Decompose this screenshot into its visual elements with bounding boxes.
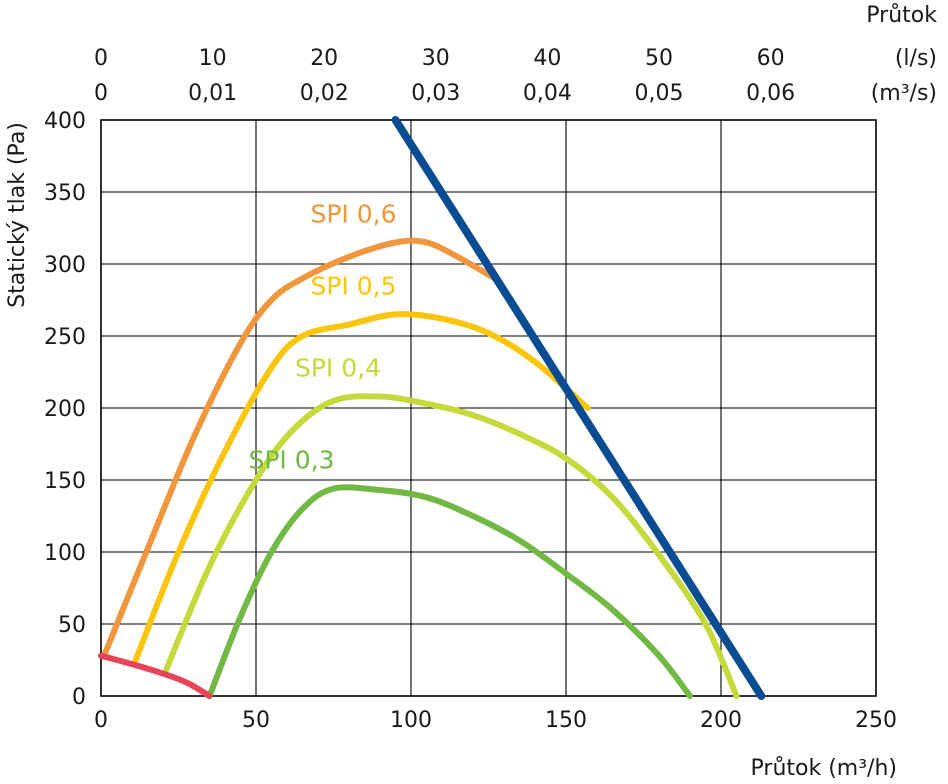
x-tick-label: 0 [94, 708, 108, 733]
x-axis-title: Průtok (m³/h) [751, 756, 897, 781]
x-tick-label: 200 [700, 708, 742, 733]
y-tick-label: 300 [44, 253, 86, 278]
y-tick-label: 0 [72, 685, 86, 710]
top-tick-label-m3s: 0,06 [746, 81, 795, 106]
series-curve-spi-0-6 [101, 237, 498, 659]
top-tick-label-m3s: 0 [94, 81, 108, 106]
grid [101, 120, 876, 696]
top-tick-label-ls: 10 [199, 46, 227, 71]
series-label: SPI 0,6 [310, 199, 396, 228]
top-tick-label-ls: 60 [757, 46, 785, 71]
top-axis-title: Průtok [866, 3, 937, 28]
top-tick-label-m3s: 0,05 [635, 81, 684, 106]
series-curve-spi-0-3 [206, 484, 693, 699]
y-tick-label: 50 [58, 613, 86, 638]
y-tick-label: 250 [44, 325, 86, 350]
top-tick-label-ls: 20 [310, 46, 338, 71]
series-curve-spi-0-5 [132, 311, 591, 665]
y-tick-label: 100 [44, 541, 86, 566]
top-tick-label-ls: 0 [94, 46, 108, 71]
top-unit-m3s: (m³/s) [871, 81, 937, 106]
y-tick-label: 150 [44, 469, 86, 494]
series-curve-spi-0-4 [163, 393, 740, 699]
curves [98, 116, 766, 700]
series-label: SPI 0,3 [248, 446, 334, 475]
top-tick-label-m3s: 0,02 [300, 81, 349, 106]
x-tick-label: 150 [545, 708, 587, 733]
y-tick-label: 400 [44, 109, 86, 134]
top-tick-label-m3s: 0,01 [188, 81, 237, 106]
top-tick-label-m3s: 0,03 [411, 81, 460, 106]
series-label: SPI 0,5 [310, 271, 396, 300]
y-tick-label: 200 [44, 397, 86, 422]
top-tick-label-ls: 40 [533, 46, 561, 71]
top-tick-label-m3s: 0,04 [523, 81, 572, 106]
top-tick-label-ls: 50 [645, 46, 673, 71]
series-label: SPI 0,4 [295, 353, 381, 382]
series-labels: SPI 0,6 SPI 0,5 SPI 0,4 SPI 0,3 [248, 199, 396, 474]
x-tick-label: 100 [390, 708, 432, 733]
top-tick-label-ls: 30 [422, 46, 450, 71]
y-axis-title: Statický tlak (Pa) [5, 122, 30, 308]
system-curve-line [391, 116, 766, 700]
y-tick-label: 350 [44, 181, 86, 206]
top-unit-ls: (l/s) [895, 46, 937, 71]
x-tick-label: 250 [855, 708, 897, 733]
lower-limit-curve [98, 652, 213, 699]
x-tick-label: 50 [242, 708, 270, 733]
tick-labels: 0 50 100 150 200 2500501001502002503003504000… [44, 46, 897, 733]
